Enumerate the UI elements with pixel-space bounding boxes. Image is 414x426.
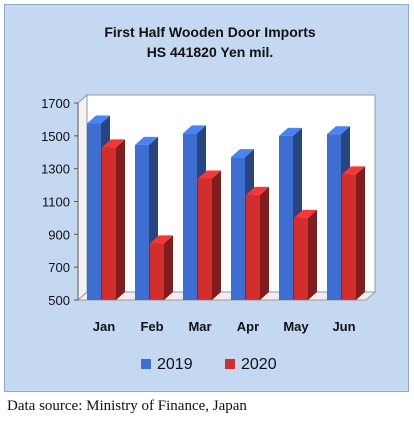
y-tick-label: 1300 <box>41 162 70 177</box>
x-category-label: Jun <box>332 319 355 334</box>
bar-front <box>150 243 164 300</box>
legend-label: 2019 <box>157 356 193 373</box>
y-tick-label: 500 <box>48 293 70 308</box>
data-source-note: Data source: Ministry of Finance, Japan <box>7 398 247 414</box>
bar-2020-Feb <box>150 235 173 300</box>
side-wall <box>77 93 88 302</box>
bar-top <box>246 186 269 195</box>
bar-chart: First Half Wooden Door Imports HS 441820… <box>41 24 377 373</box>
bar-top <box>87 115 110 124</box>
x-category-label: Mar <box>188 319 211 334</box>
legend: 2019 2020 <box>141 356 277 373</box>
bar-top <box>183 125 206 134</box>
y-axis-ticks: 500 700 900 1100 1300 1500 1700 <box>41 96 78 308</box>
bar-top <box>198 170 221 179</box>
legend-label: 2020 <box>241 356 277 373</box>
bar-top <box>342 166 365 175</box>
bar-front <box>279 135 293 300</box>
bar-side <box>116 139 125 300</box>
legend-swatch <box>141 359 151 369</box>
x-category-label: Apr <box>237 319 259 334</box>
bar-2020-May <box>294 209 317 300</box>
bar-2020-Jan <box>102 139 125 300</box>
bar-side <box>164 235 173 300</box>
bar-front <box>294 217 308 300</box>
bar-top <box>150 235 173 244</box>
bar-side <box>308 209 317 300</box>
bar-2020-Apr <box>246 186 269 300</box>
y-tick-label: 900 <box>48 227 70 242</box>
legend-item-2020: 2020 <box>225 356 277 373</box>
bar-side <box>212 170 221 300</box>
legend-swatch <box>225 359 235 369</box>
chart-title: First Half Wooden Door Imports <box>104 24 316 40</box>
bar-front <box>102 147 116 300</box>
bar-front <box>198 178 212 300</box>
bar-side <box>260 186 269 300</box>
bar-2020-Jun <box>342 166 365 300</box>
y-tick-label: 700 <box>48 260 70 275</box>
bar-front <box>342 174 356 300</box>
bar-front <box>246 194 260 300</box>
bar-top <box>279 127 302 136</box>
x-category-label: May <box>283 319 309 334</box>
bar-front <box>87 123 101 300</box>
y-tick-label: 1500 <box>41 129 70 144</box>
y-tick-label: 1100 <box>42 195 70 210</box>
bar-top <box>327 126 350 135</box>
bar-side <box>356 166 365 300</box>
bar-top <box>294 209 317 218</box>
y-tick-label: 1700 <box>41 96 70 111</box>
bars <box>87 115 365 300</box>
bar-front <box>327 134 341 300</box>
legend-item-2019: 2019 <box>141 356 193 373</box>
bar-top <box>102 139 125 148</box>
chart-subtitle: HS 441820 Yen mil. <box>147 44 274 60</box>
bar-front <box>135 144 149 300</box>
x-category-label: Jan <box>93 319 115 334</box>
bar-top <box>231 149 254 158</box>
bar-front <box>231 157 245 300</box>
bar-top <box>135 136 158 145</box>
x-axis-labels: Jan Feb Mar Apr May Jun <box>93 319 356 334</box>
bar-front <box>183 133 197 300</box>
bar-2020-Mar <box>198 170 221 300</box>
x-category-label: Feb <box>140 319 163 334</box>
